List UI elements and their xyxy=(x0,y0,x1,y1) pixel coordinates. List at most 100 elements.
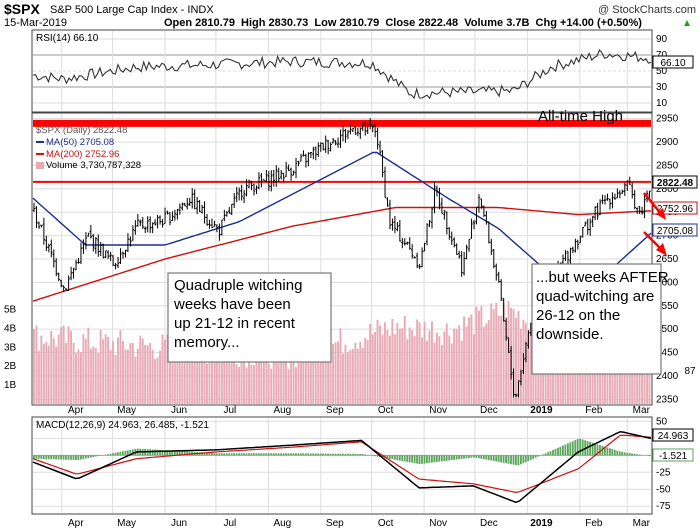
macd-histogram-bar xyxy=(220,453,223,456)
downside-arrowhead-1 xyxy=(656,208,666,220)
volume-bar xyxy=(104,334,107,404)
volume-bar xyxy=(435,332,438,404)
price-bar xyxy=(584,221,587,227)
macd-histogram-bar xyxy=(297,453,300,456)
macd-histogram-bar xyxy=(201,452,203,456)
macd-histogram-bar xyxy=(609,448,611,456)
volume-tick-label: 4B xyxy=(4,323,17,334)
volume-bar xyxy=(196,335,199,404)
mid-month-label: May xyxy=(117,405,136,416)
volume-bar xyxy=(329,351,332,404)
volume-bar xyxy=(520,328,522,404)
macd-histogram-bar xyxy=(94,455,97,457)
volume-bar xyxy=(117,337,119,404)
price-bar xyxy=(445,211,449,235)
volume-bar xyxy=(492,309,495,404)
macd-histogram-bar xyxy=(122,451,124,456)
price-bar xyxy=(576,239,580,250)
volume-bar xyxy=(193,354,196,404)
volume-bar xyxy=(594,350,596,404)
price-bar xyxy=(186,197,189,210)
price-bar xyxy=(97,234,100,257)
volume-bar xyxy=(482,326,485,404)
price-bar xyxy=(289,167,293,181)
price-bar xyxy=(462,252,466,276)
volume-bar xyxy=(359,341,362,404)
price-bar xyxy=(242,189,246,204)
price-bar xyxy=(188,197,191,207)
volume-bar xyxy=(337,341,339,404)
price-bar xyxy=(448,227,451,240)
volume-bar xyxy=(235,364,238,404)
price-bar xyxy=(566,250,570,265)
macd-histogram-bar xyxy=(492,455,495,461)
macd-histogram-bar xyxy=(307,453,310,456)
macd-histogram-bar xyxy=(421,455,423,464)
price-bar xyxy=(383,166,387,198)
volume-bar xyxy=(287,369,290,404)
callout-left-line-3: up 21-12 in recent xyxy=(174,315,296,332)
macd-histogram-bar xyxy=(574,440,577,456)
macd-histogram-bar xyxy=(601,445,604,456)
volume-bar xyxy=(502,302,505,404)
volume-bar xyxy=(334,342,337,404)
volume-tick-label: 5B xyxy=(4,304,17,315)
volume-tick-label: 2B xyxy=(4,361,17,372)
macd-histogram-bar xyxy=(166,450,169,456)
macd-histogram-bar xyxy=(238,453,240,456)
price-bar xyxy=(218,223,221,241)
macd-histogram-bar xyxy=(356,453,359,456)
macd-histogram-bar xyxy=(67,455,70,460)
price-bar xyxy=(245,179,248,197)
price-bar xyxy=(564,250,567,262)
macd-histogram-bar xyxy=(453,455,455,460)
volume-bar xyxy=(295,367,297,404)
macd-histogram-bar xyxy=(359,453,362,456)
volume-bar xyxy=(478,310,480,404)
price-bar xyxy=(233,192,236,209)
price-bar xyxy=(240,184,243,201)
price-bar xyxy=(114,262,117,270)
volume-bar xyxy=(275,338,278,404)
volume-bar xyxy=(203,348,206,404)
volume-bar xyxy=(277,343,280,404)
volume-bar xyxy=(211,360,213,404)
volume-bar xyxy=(529,322,532,404)
price-bar xyxy=(121,251,125,259)
volume-bar xyxy=(300,356,302,404)
macd-histogram-bar xyxy=(515,455,517,466)
volume-bar xyxy=(102,339,105,404)
macd-histogram-bar xyxy=(435,455,438,462)
volume-bar xyxy=(50,330,53,404)
macd-histogram-bar xyxy=(267,453,270,456)
volume-bar xyxy=(191,353,194,404)
volume-bar xyxy=(272,343,275,404)
volume-bar xyxy=(131,343,134,404)
macd-histogram-bar xyxy=(354,453,357,456)
volume-bar xyxy=(228,348,231,404)
macd-histogram-bar xyxy=(473,455,475,458)
macd-histogram-bar xyxy=(169,450,171,456)
volume-bar xyxy=(408,327,411,404)
macd-histogram-bar xyxy=(524,455,527,463)
rsi-value-tag: 66.10 xyxy=(660,58,685,69)
macd-histogram-bar xyxy=(50,455,53,460)
price-bar xyxy=(134,220,137,235)
ma200-line xyxy=(32,206,652,302)
price-bar xyxy=(69,266,73,281)
price-bar xyxy=(475,206,478,225)
volume-bar xyxy=(151,349,154,404)
month-axis-bottom: Apr May Jun Jul Aug Sep Oct Nov Dec 2019 Feb Mar xyxy=(68,518,651,529)
macd-histogram-bar xyxy=(287,453,290,456)
price-bar xyxy=(223,209,226,222)
callout-left-text: Quadruple witching weeks have been up 21… xyxy=(173,277,307,351)
macd-histogram-bar xyxy=(500,455,502,463)
ma50-tag-bg xyxy=(652,223,698,237)
macd-histogram-bar xyxy=(606,447,609,456)
price-bar xyxy=(633,190,636,210)
price-bar xyxy=(151,222,154,234)
rsi-grid xyxy=(33,31,651,111)
volume-bar xyxy=(455,329,458,404)
macd-histogram-bar xyxy=(621,452,624,456)
volume-bar xyxy=(349,349,352,404)
